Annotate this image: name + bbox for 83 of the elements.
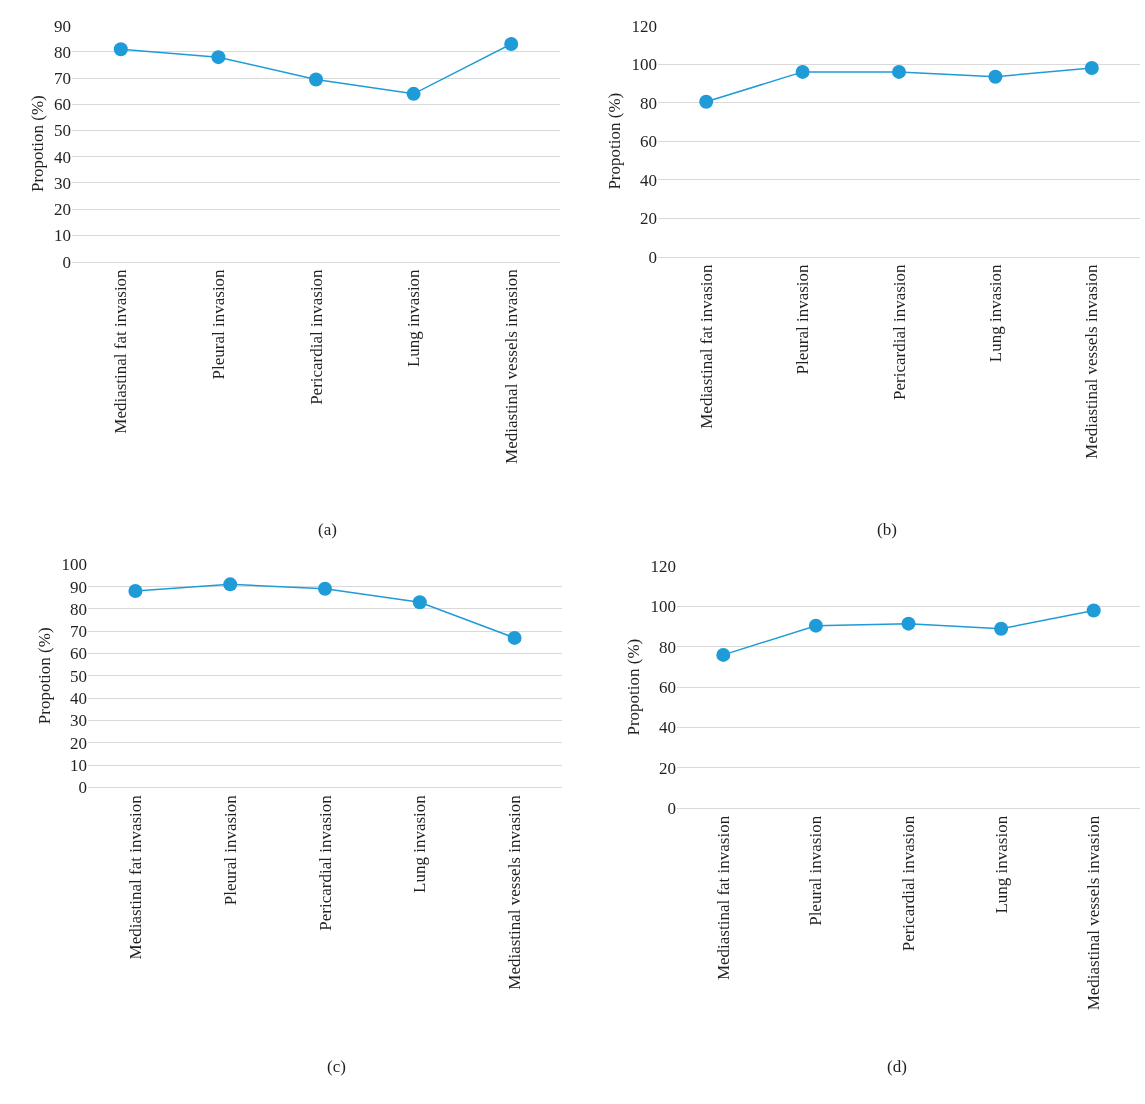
y-tick-label: 60 [70, 644, 87, 664]
point [318, 581, 332, 596]
y-tick-label: 70 [54, 69, 71, 89]
y-axis-title: Propotion (%) [27, 95, 47, 193]
point [994, 621, 1009, 636]
x-tick-label: Pleural invasion [793, 263, 813, 375]
y-tick-label: 60 [640, 132, 657, 152]
x-tick-label: Mediastinal fat invasion [125, 794, 145, 960]
x-tick-label: Pleural invasion [806, 815, 826, 926]
y-tick-label: 50 [54, 121, 71, 141]
point [406, 86, 421, 101]
point [988, 69, 1003, 84]
point [1084, 61, 1099, 76]
point [795, 64, 810, 79]
point [412, 595, 427, 610]
x-tick-label: Pleural invasion [208, 268, 228, 380]
point [223, 577, 238, 592]
point [128, 584, 143, 599]
y-tick-label: 0 [62, 252, 71, 272]
y-tick-label: 50 [70, 666, 87, 686]
y-axis-title: Propotion (%) [35, 627, 55, 725]
x-tick-label: Lung invasion [991, 815, 1011, 914]
y-tick-label: 40 [659, 718, 676, 738]
point [309, 72, 323, 87]
y-tick-label: 80 [659, 637, 676, 657]
x-tick-label: Pericardial invasion [306, 268, 326, 405]
point [113, 42, 128, 57]
x-tick-label: Mediastinal fat invasion [696, 263, 716, 429]
y-tick-label: 20 [659, 758, 676, 778]
y-tick-label: 120 [650, 557, 676, 577]
x-tick-label: Mediastinal vessels invasion [1082, 263, 1102, 459]
x-tick-label: Mediastinal fat invasion [111, 268, 131, 434]
y-tick-label: 80 [70, 599, 87, 619]
y-tick-label: 100 [650, 597, 676, 617]
text: (c) [327, 1057, 346, 1076]
point [1086, 603, 1101, 618]
x-tick-label: Mediastinal vessels invasion [501, 268, 521, 464]
y-tick-label: 90 [70, 577, 87, 597]
text: (b) [877, 520, 897, 539]
x-tick-label: Mediastinal vessels invasion [505, 794, 525, 990]
y-tick-label: 20 [640, 209, 657, 229]
point [507, 630, 522, 645]
y-tick-label: 120 [631, 16, 657, 36]
x-tick-label: Lung invasion [985, 263, 1005, 363]
text: (d) [887, 1057, 907, 1076]
point [716, 647, 731, 662]
point [699, 94, 714, 109]
y-tick-label: 80 [640, 93, 657, 113]
y-tick-label: 60 [54, 95, 71, 115]
point [892, 64, 906, 79]
x-tick-label: Pericardial invasion [899, 815, 919, 952]
y-tick-label: 80 [54, 42, 71, 62]
x-tick-label: Pleural invasion [220, 794, 240, 906]
y-tick-label: 0 [648, 247, 657, 267]
y-tick-label: 40 [640, 170, 657, 190]
y-tick-label: 100 [631, 55, 657, 75]
y-tick-label: 30 [70, 711, 87, 731]
x-tick-label: Pericardial invasion [889, 263, 909, 400]
x-tick-label: Lung invasion [404, 268, 424, 368]
point [808, 618, 823, 633]
y-tick-label: 0 [78, 778, 87, 798]
y-tick-label: 10 [54, 226, 71, 246]
text: (a) [318, 520, 337, 539]
y-axis-title: Propotion (%) [624, 638, 644, 736]
point [211, 50, 226, 65]
y-tick-label: 60 [659, 678, 676, 698]
y-tick-label: 90 [54, 16, 71, 36]
point [901, 616, 916, 631]
point [504, 37, 519, 52]
x-tick-label: Pericardial invasion [315, 794, 335, 931]
y-tick-label: 30 [54, 173, 71, 193]
y-tick-label: 40 [54, 147, 71, 167]
y-tick-label: 100 [61, 555, 87, 575]
y-tick-label: 70 [70, 622, 87, 642]
x-tick-label: Mediastinal vessels invasion [1084, 815, 1104, 1011]
y-tick-label: 40 [70, 689, 87, 709]
y-tick-label: 20 [70, 733, 87, 753]
x-tick-label: Mediastinal fat invasion [713, 815, 733, 981]
y-tick-label: 20 [54, 200, 71, 220]
y-tick-label: 0 [667, 798, 676, 818]
y-axis-title: Propotion (%) [605, 92, 625, 190]
y-tick-label: 10 [70, 756, 87, 776]
x-tick-label: Lung invasion [410, 794, 430, 893]
